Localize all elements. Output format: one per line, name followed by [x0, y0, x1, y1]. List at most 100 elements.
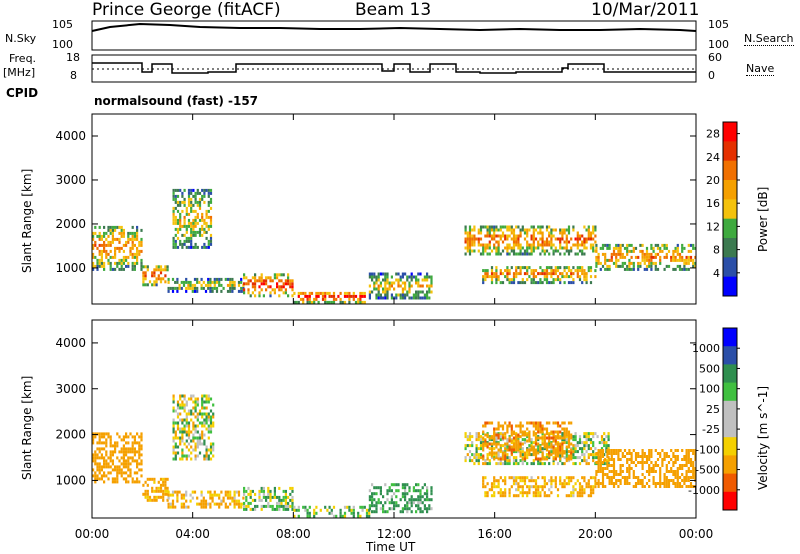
cell: [96, 453, 99, 457]
cell: [607, 444, 610, 448]
cell: [176, 493, 179, 497]
cell: [140, 468, 143, 472]
cell: [273, 273, 276, 277]
cell: [539, 445, 542, 449]
cell: [192, 245, 195, 249]
cell: [632, 476, 635, 479]
cell: [650, 452, 653, 455]
cell: [207, 454, 210, 458]
cell: [589, 231, 593, 235]
cell: [530, 246, 533, 250]
cell: [280, 273, 283, 277]
cell: [211, 280, 214, 284]
cell: [207, 430, 210, 434]
cell: [615, 482, 618, 485]
cell: [574, 488, 577, 492]
cell: [194, 409, 197, 413]
cell: [229, 280, 232, 284]
cell: [506, 275, 509, 279]
cell: [187, 239, 191, 243]
cell: [681, 473, 684, 476]
cell: [519, 427, 522, 431]
cell: [539, 252, 542, 256]
cell: [561, 234, 564, 238]
cell: [559, 281, 562, 285]
cell: [477, 231, 480, 235]
cell: [694, 449, 697, 452]
cell: [530, 445, 533, 449]
cell: [570, 451, 573, 455]
cell: [650, 449, 653, 452]
cell: [475, 459, 478, 463]
cell: [319, 508, 322, 512]
cell: [205, 224, 208, 228]
cell: [599, 461, 602, 464]
cell: [390, 495, 393, 499]
cell: [103, 240, 106, 244]
cell: [196, 203, 199, 207]
cell: [386, 510, 389, 514]
cell: [267, 276, 270, 280]
cell: [605, 435, 608, 439]
cell: [136, 231, 139, 235]
cell: [567, 442, 571, 446]
cell: [254, 288, 257, 292]
cell: [109, 459, 112, 463]
freq-left-tick-bottom: 8: [70, 69, 77, 82]
cell: [606, 267, 609, 271]
cell: [694, 458, 697, 461]
cell: [185, 445, 188, 449]
cell: [497, 453, 500, 457]
cell: [379, 272, 382, 276]
cell: [490, 234, 494, 238]
cell: [187, 194, 191, 198]
cell: [587, 266, 590, 270]
cell: [408, 296, 411, 300]
cell: [663, 243, 666, 247]
cell: [423, 492, 426, 496]
cell: [532, 237, 535, 241]
cell: [399, 284, 402, 288]
cell: [315, 511, 318, 515]
cell: [504, 421, 507, 425]
cell: [626, 264, 629, 268]
cell: [127, 231, 130, 235]
cell: [641, 249, 644, 253]
cell: [495, 228, 498, 232]
cell: [365, 511, 369, 515]
cell: [192, 233, 195, 237]
cell: [207, 200, 210, 204]
cell: [291, 507, 294, 511]
cell: [265, 498, 268, 502]
cell: [488, 228, 491, 232]
cell: [317, 291, 320, 295]
cell: [187, 197, 191, 201]
cell: [183, 224, 186, 228]
cell: [138, 435, 141, 439]
cell: [207, 194, 210, 198]
cell: [528, 448, 531, 452]
cell: [537, 436, 540, 440]
cell: [583, 432, 586, 436]
cell: [597, 255, 600, 259]
cell: [654, 482, 657, 485]
cell: [534, 432, 538, 436]
cell: [556, 278, 560, 282]
cell: [685, 452, 688, 455]
cell: [504, 246, 507, 250]
cell: [159, 486, 163, 490]
cell: [417, 489, 420, 493]
cell: [401, 507, 404, 511]
cell: [556, 488, 560, 492]
cell: [187, 436, 191, 440]
cell: [176, 499, 179, 503]
cell: [501, 438, 505, 442]
cell: [528, 491, 531, 495]
cell: [468, 246, 472, 250]
cell: [179, 418, 182, 422]
cell: [245, 282, 248, 286]
cell: [512, 436, 516, 440]
cell: [521, 494, 524, 498]
cell: [517, 272, 520, 276]
